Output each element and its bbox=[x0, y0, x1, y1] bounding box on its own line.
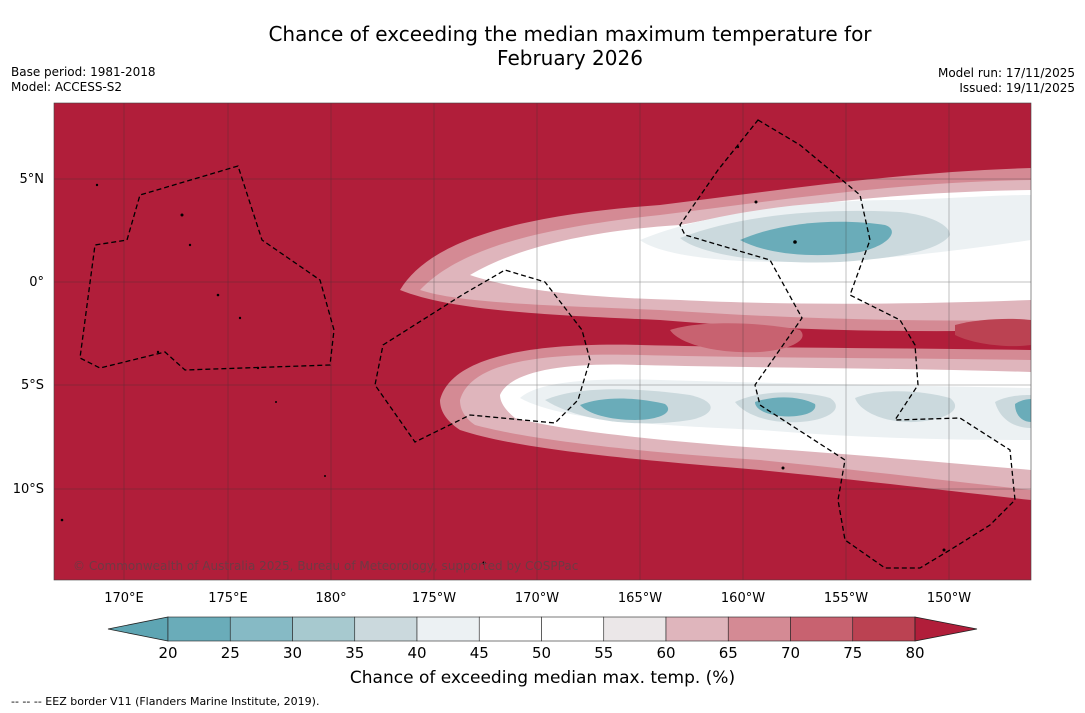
issued-text: Issued: 19/11/2025 bbox=[959, 81, 1075, 95]
chart-title: Chance of exceeding the median maximum t… bbox=[220, 22, 920, 70]
legend-title: Chance of exceeding median max. temp. (%… bbox=[349, 668, 736, 688]
legend-tick-label: 60 bbox=[656, 644, 675, 662]
model-run-text: Model run: 17/11/2025 bbox=[937, 66, 1075, 80]
map-frame bbox=[53, 102, 1032, 581]
north-band-25 bbox=[740, 221, 892, 256]
lat-label: 0° bbox=[29, 275, 44, 290]
lon-label: 170°W bbox=[515, 591, 559, 606]
equatorial-patch-75 bbox=[955, 318, 1031, 347]
island-dot bbox=[324, 475, 326, 477]
legend-tick-label: 55 bbox=[594, 644, 613, 662]
eez-footnote: -- -- -- EEZ border V11 (Flanders Marine… bbox=[11, 695, 320, 708]
south-band-25-a bbox=[580, 398, 669, 420]
island-dot bbox=[754, 200, 758, 204]
legend-tick-label: 25 bbox=[221, 644, 240, 662]
lat-label: 5°S bbox=[21, 378, 44, 393]
island-dot bbox=[942, 548, 946, 552]
legend-tick-label: 50 bbox=[532, 644, 551, 662]
legend-swatch bbox=[790, 616, 854, 642]
legend-tick-label: 45 bbox=[470, 644, 489, 662]
legend-swatch bbox=[167, 616, 231, 642]
legend-tick-label: 30 bbox=[283, 644, 302, 662]
eez-borders bbox=[79, 119, 1016, 569]
lon-label: 165°W bbox=[618, 591, 662, 606]
lat-label: 10°S bbox=[13, 482, 44, 497]
legend-swatch bbox=[852, 616, 916, 642]
legend-tick-label: 80 bbox=[905, 644, 924, 662]
model-info: Base period: 1981-2018 Model: ACCESS-S2 bbox=[11, 65, 156, 95]
latitude-labels: 5°N 0° 5°S 10°S bbox=[13, 172, 44, 497]
legend-extend-low bbox=[107, 616, 169, 642]
legend-swatch bbox=[665, 616, 729, 642]
copyright-text: © Commonwealth of Australia 2025, Bureau… bbox=[73, 559, 578, 573]
legend-swatch bbox=[416, 616, 480, 642]
island-dot bbox=[216, 293, 220, 297]
legend-swatch bbox=[292, 616, 356, 642]
legend-swatch bbox=[727, 616, 791, 642]
legend-extend-high bbox=[914, 616, 978, 642]
legend-tick-label: 40 bbox=[407, 644, 426, 662]
island-dot bbox=[736, 145, 740, 149]
lon-label: 175°W bbox=[412, 591, 456, 606]
title-line-2: February 2026 bbox=[497, 46, 643, 70]
legend-swatch bbox=[603, 616, 667, 642]
background-fill bbox=[54, 103, 1031, 580]
south-band-35-c bbox=[855, 391, 956, 423]
legend-swatch bbox=[541, 616, 605, 642]
run-info: Model run: 17/11/2025 Issued: 19/11/2025 bbox=[938, 66, 1075, 96]
island-dot bbox=[188, 243, 192, 247]
legend-tick-label: 75 bbox=[843, 644, 862, 662]
lon-label: 175°E bbox=[208, 591, 248, 606]
lon-label: 155°W bbox=[824, 591, 868, 606]
island-dot bbox=[95, 183, 99, 187]
legend-swatch bbox=[354, 616, 418, 642]
lat-label: 5°N bbox=[20, 172, 45, 187]
island-dot bbox=[180, 213, 184, 217]
legend-tick-label: 65 bbox=[719, 644, 738, 662]
eez-border-center bbox=[374, 269, 591, 443]
graticule bbox=[54, 103, 1031, 580]
model-text: Model: ACCESS-S2 bbox=[11, 80, 123, 94]
islands bbox=[60, 145, 946, 565]
island-dot bbox=[60, 518, 64, 522]
legend-tick-label: 20 bbox=[158, 644, 177, 662]
probability-field bbox=[54, 103, 1031, 580]
eez-border-northeast bbox=[679, 119, 1016, 569]
island-dot bbox=[156, 350, 160, 354]
legend-swatch bbox=[229, 616, 293, 642]
longitude-labels: 170°E 175°E 180° 175°W 170°W 165°W 160°W… bbox=[104, 591, 971, 606]
equatorial-patch-70 bbox=[670, 323, 803, 353]
island-dot bbox=[256, 366, 260, 370]
color-legend: 20 25 30 35 40 45 50 55 60 65 70 75 80 bbox=[107, 616, 978, 662]
title-line-1: Chance of exceeding the median maximum t… bbox=[268, 22, 872, 46]
island-dot bbox=[781, 466, 785, 470]
island-dot bbox=[793, 240, 797, 244]
lon-label: 180° bbox=[315, 591, 346, 606]
eez-border-west bbox=[79, 165, 335, 371]
legend-tick-label: 35 bbox=[345, 644, 364, 662]
lon-label: 160°W bbox=[721, 591, 765, 606]
island-dot bbox=[238, 316, 242, 320]
legend-tick-label: 70 bbox=[781, 644, 800, 662]
base-period-text: Base period: 1981-2018 bbox=[11, 65, 156, 79]
island-dot bbox=[275, 401, 277, 403]
legend-swatch bbox=[478, 616, 542, 642]
island-dot bbox=[482, 561, 486, 565]
south-band-25-c bbox=[1015, 399, 1031, 422]
lon-label: 150°W bbox=[927, 591, 971, 606]
lon-label: 170°E bbox=[104, 591, 144, 606]
